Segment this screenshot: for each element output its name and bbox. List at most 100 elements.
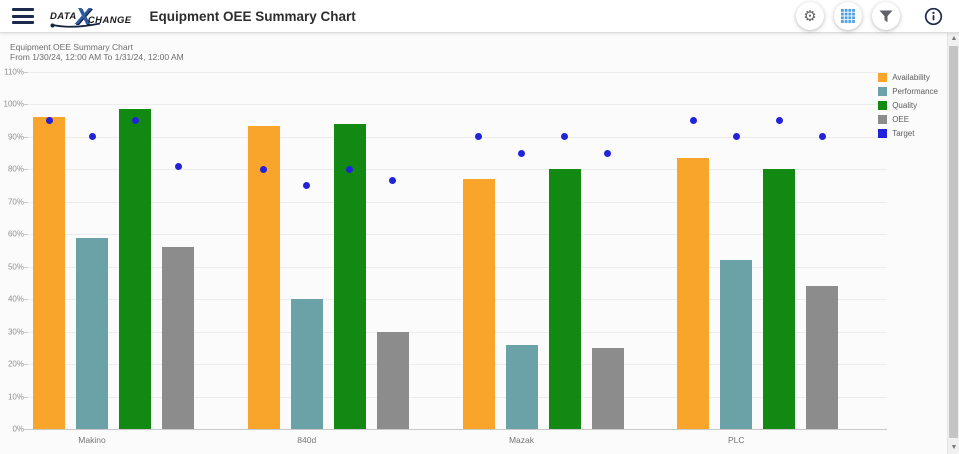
- y-axis-label: 30%: [7, 327, 24, 337]
- legend-item-quality[interactable]: Quality: [878, 101, 938, 110]
- quality-bar-makino[interactable]: [119, 109, 151, 429]
- legend-label: Quality: [892, 101, 918, 110]
- gridline: [28, 364, 887, 366]
- legend-label: Target: [892, 129, 915, 138]
- y-axis-label: 50%: [7, 262, 24, 272]
- filter-button[interactable]: [872, 2, 900, 30]
- hamburger-menu-icon[interactable]: [12, 8, 34, 24]
- target-dot-performance-840d[interactable]: [303, 182, 311, 190]
- y-tick-mark: [24, 104, 28, 106]
- logo-swoosh: [50, 22, 101, 28]
- category-label-makino: Makino: [78, 435, 106, 445]
- gridline: [28, 234, 887, 236]
- availability-bar-makino[interactable]: [33, 117, 65, 429]
- oee-bar-plc[interactable]: [806, 286, 839, 429]
- performance-bar-makino[interactable]: [76, 237, 108, 429]
- gear-icon: ⚙: [803, 7, 817, 25]
- scrollbar-up-arrow-icon[interactable]: ▲: [950, 35, 958, 42]
- target-dot-performance-mazak[interactable]: [518, 149, 525, 157]
- performance-bar-plc[interactable]: [720, 260, 753, 429]
- oee-bar-makino[interactable]: [162, 247, 194, 429]
- chart-title: Equipment OEE Summary Chart: [10, 42, 133, 52]
- target-dot-quality-makino[interactable]: [131, 117, 139, 125]
- target-dot-performance-makino[interactable]: [88, 133, 96, 141]
- gridline: [28, 266, 887, 268]
- y-tick-mark: [24, 429, 28, 430]
- legend-label: Performance: [892, 87, 938, 96]
- oee-bar-840d[interactable]: [376, 331, 409, 429]
- quality-bar-mazak[interactable]: [548, 169, 581, 429]
- grid-icon: [841, 9, 855, 23]
- quality-bar-840d[interactable]: [333, 123, 366, 429]
- y-axis-label: 10%: [7, 392, 24, 402]
- y-axis-label: 80%: [7, 164, 24, 174]
- bar-group-mazak: [458, 72, 673, 429]
- legend-label: OEE: [892, 115, 910, 124]
- availability-bar-plc[interactable]: [677, 158, 710, 429]
- y-axis-label: 60%: [7, 229, 24, 239]
- target-dot-oee-mazak[interactable]: [604, 149, 611, 157]
- target-dot-availability-840d[interactable]: [260, 165, 268, 173]
- bar-group-840d: [243, 72, 458, 429]
- target-dot-quality-840d[interactable]: [346, 165, 354, 173]
- chart-plot-area: 0% 10% 20% 30% 40% 50% 60% 70% 80% 90% 100% 110%: [4, 68, 887, 434]
- y-tick-mark: [24, 331, 28, 333]
- dataxchange-logo: DATA X CHANGE: [50, 2, 132, 30]
- target-dot-quality-mazak[interactable]: [561, 133, 568, 141]
- y-tick-mark: [24, 396, 28, 398]
- availability-bar-840d[interactable]: [247, 125, 280, 429]
- availability-bar-mazak[interactable]: [462, 179, 495, 429]
- logo-x-mark: X: [75, 3, 91, 29]
- y-axis-label: 100%: [3, 99, 24, 109]
- oee-bar-mazak[interactable]: [591, 347, 624, 429]
- target-dot-quality-plc[interactable]: [775, 117, 783, 125]
- legend-item-oee[interactable]: OEE: [878, 115, 938, 124]
- gridline: [28, 331, 887, 333]
- legend-item-target[interactable]: Target: [878, 129, 938, 138]
- y-axis-label: 90%: [7, 132, 24, 142]
- funnel-icon: [879, 10, 893, 22]
- legend-label: Availability: [892, 73, 930, 82]
- gridline: [28, 396, 887, 398]
- target-dot-oee-840d[interactable]: [389, 177, 397, 185]
- y-axis-label: 20%: [7, 359, 24, 369]
- target-dot-oee-makino[interactable]: [174, 162, 182, 170]
- category-label-840d: 840d: [297, 435, 317, 445]
- table-view-button[interactable]: [834, 2, 862, 30]
- legend-item-performance[interactable]: Performance: [878, 87, 938, 96]
- legend-item-availability[interactable]: Availability: [878, 73, 938, 82]
- gridline: [28, 169, 887, 171]
- y-tick-mark: [24, 201, 28, 203]
- gridline: [28, 72, 887, 73]
- vertical-scrollbar[interactable]: ▲ ▼: [947, 33, 959, 454]
- target-dot-availability-mazak[interactable]: [475, 133, 482, 141]
- info-button[interactable]: [924, 7, 943, 26]
- scrollbar-thumb[interactable]: [949, 46, 958, 438]
- y-tick-mark: [24, 136, 28, 138]
- legend-swatch: [878, 101, 888, 110]
- scrollbar-down-arrow-icon[interactable]: ▼: [950, 444, 958, 451]
- x-axis-labels: Makino 840d Mazak PLC: [28, 435, 887, 449]
- target-dot-oee-plc[interactable]: [818, 133, 826, 141]
- target-dot-availability-makino[interactable]: [45, 117, 53, 125]
- settings-button[interactable]: ⚙: [796, 2, 824, 30]
- performance-bar-840d[interactable]: [290, 299, 323, 429]
- y-tick-mark: [24, 364, 28, 366]
- target-dot-performance-plc[interactable]: [732, 133, 740, 141]
- chart-panel: Equipment OEE Summary Chart From 1/30/24…: [0, 33, 959, 454]
- legend-swatch: [878, 129, 888, 138]
- y-tick-mark: [24, 299, 28, 301]
- performance-bar-mazak[interactable]: [505, 344, 538, 429]
- gridline: [28, 201, 887, 203]
- y-tick-mark: [24, 169, 28, 171]
- y-tick-mark: [24, 72, 28, 73]
- gridline: [28, 429, 887, 430]
- chart-subtitle: From 1/30/24, 12:00 AM To 1/31/24, 12:00…: [10, 52, 184, 62]
- logo-text-change: CHANGE: [87, 15, 132, 26]
- target-dot-availability-plc[interactable]: [689, 117, 697, 125]
- app-header: DATA X CHANGE Equipment OEE Summary Char…: [0, 0, 959, 33]
- quality-bar-plc[interactable]: [763, 169, 796, 429]
- gridline: [28, 299, 887, 301]
- page-title: Equipment OEE Summary Chart: [149, 8, 356, 24]
- info-icon: [924, 7, 943, 25]
